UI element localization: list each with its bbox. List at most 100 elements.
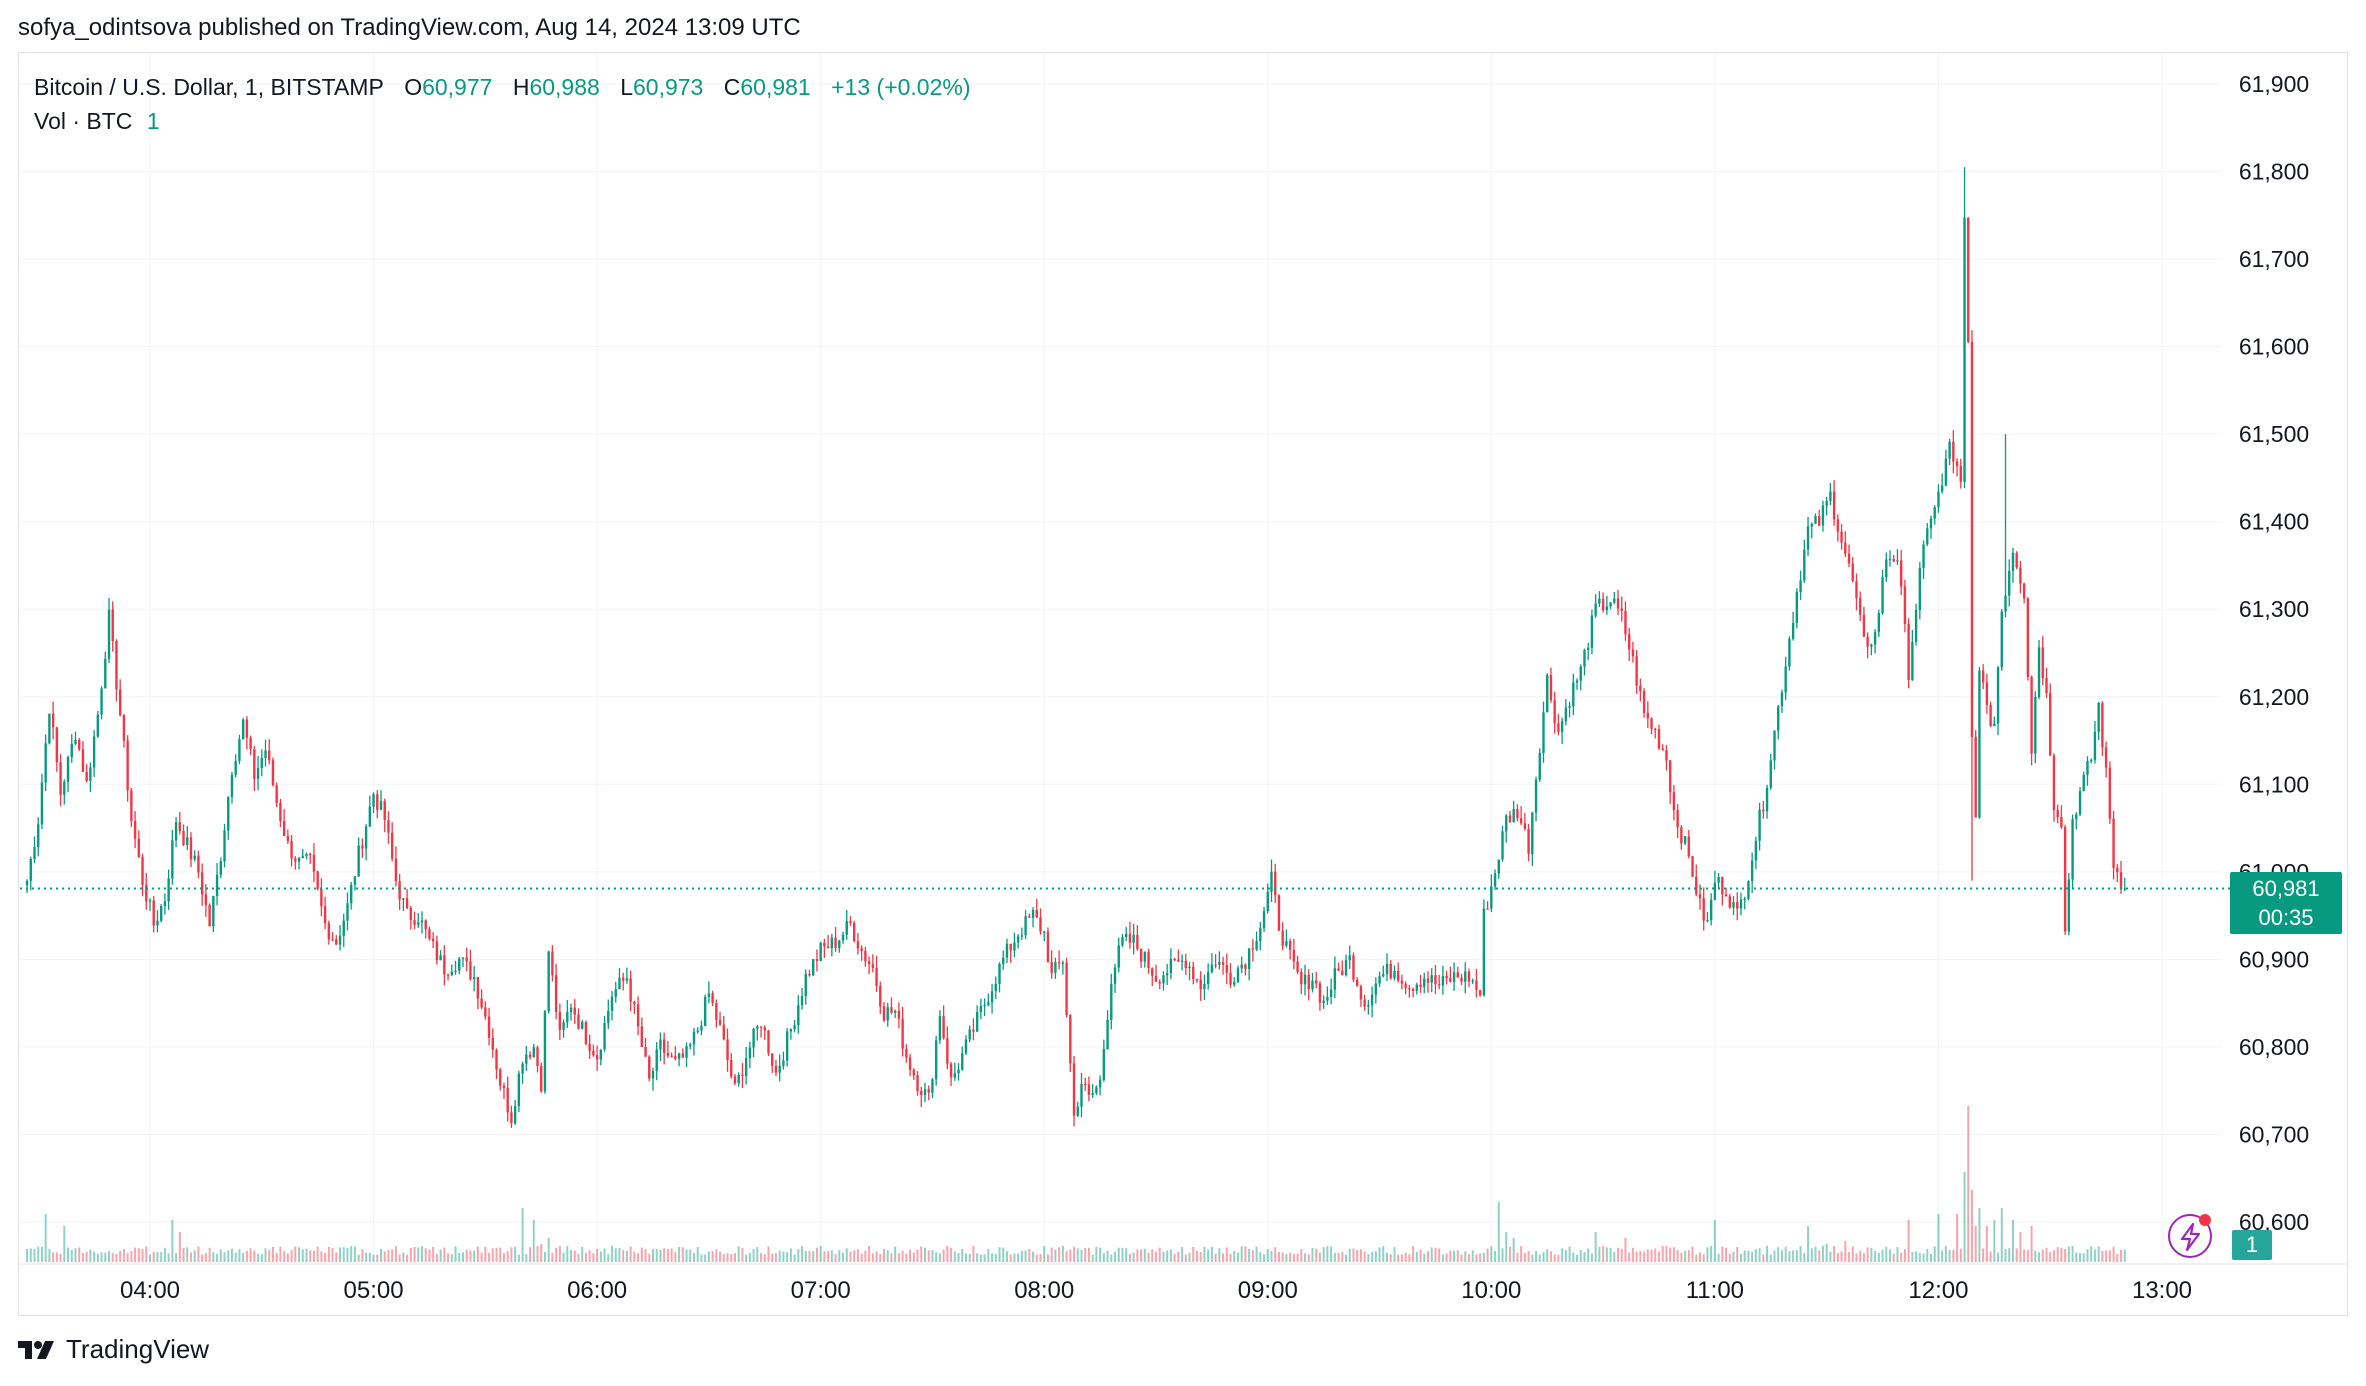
volume-bar xyxy=(521,1208,524,1262)
volume-bar xyxy=(1151,1249,1154,1262)
candle-body xyxy=(118,689,122,716)
volume-bar xyxy=(1210,1246,1213,1262)
candle-body xyxy=(383,801,386,821)
lightning-icon xyxy=(2180,1222,2201,1252)
legend-symbol[interactable]: Bitcoin / U.S. Dollar, 1, BITSTAMP xyxy=(34,74,384,100)
volume-bar xyxy=(1635,1251,1638,1262)
candle-body xyxy=(2101,702,2104,748)
candle-body xyxy=(1881,577,1884,614)
volume-bar xyxy=(2056,1247,2059,1262)
volume-bar xyxy=(998,1247,1001,1262)
candle-body xyxy=(823,942,826,947)
volume-bar xyxy=(532,1220,535,1262)
candle-body xyxy=(350,884,353,904)
volume-bar xyxy=(1475,1254,1478,1262)
volume-bar xyxy=(909,1249,912,1262)
candle-body xyxy=(469,961,472,980)
volume-bar xyxy=(916,1249,919,1262)
volume-bar xyxy=(793,1254,796,1262)
candle-body xyxy=(1765,787,1769,812)
price-axis[interactable]: 61,900 61,800 61,700 61,600 61,500 61,400 61,3… xyxy=(2239,71,2309,1235)
volume-bar xyxy=(1650,1249,1653,1262)
x-tick-label: 06:00 xyxy=(567,1277,627,1304)
volume-bar xyxy=(555,1247,558,1262)
volume-bar xyxy=(1870,1247,1873,1262)
candle-body xyxy=(1218,962,1221,965)
volume-bar xyxy=(1926,1249,1929,1262)
candle-body xyxy=(1024,916,1027,936)
candle-body xyxy=(834,937,837,949)
legend-volume-label[interactable]: Vol · BTC xyxy=(34,108,133,134)
candle-body xyxy=(767,1030,770,1054)
volume-bar xyxy=(1777,1247,1780,1262)
candle-body xyxy=(1836,519,1840,532)
volume-bar xyxy=(566,1246,569,1262)
candle-body xyxy=(1907,623,1910,681)
candle-body xyxy=(532,1047,535,1058)
volume-bar xyxy=(417,1247,420,1262)
candle-body xyxy=(785,1031,789,1061)
candle-body xyxy=(1505,815,1508,832)
candle-body xyxy=(1307,974,1310,990)
volume-bar xyxy=(1590,1253,1593,1262)
volume-bar xyxy=(1263,1254,1266,1262)
candle-body xyxy=(204,894,208,905)
volume-bar xyxy=(1214,1253,1217,1262)
volume-bar xyxy=(1132,1252,1135,1262)
candle-body xyxy=(1691,856,1694,877)
volume-bar xyxy=(1277,1251,1280,1262)
candle-body xyxy=(1743,898,1746,901)
candle-body xyxy=(1199,979,1202,990)
volume-bar xyxy=(197,1246,200,1262)
legend-volume-value: 1 xyxy=(146,108,160,134)
candle-body xyxy=(1214,964,1217,966)
volume-bar xyxy=(1523,1252,1526,1262)
volume-bar xyxy=(1985,1226,1988,1262)
volume-bar xyxy=(1691,1246,1694,1262)
volume-bar xyxy=(1434,1247,1437,1262)
volume-bar xyxy=(1717,1253,1720,1262)
time-axis[interactable]: 04:00 05:00 06:00 07:00 08:00 09:00 10:00 11:00… xyxy=(18,1263,2348,1304)
candle-body xyxy=(1799,580,1802,592)
candle-body xyxy=(193,855,196,860)
volume-bar xyxy=(1512,1238,1515,1262)
volume-bar xyxy=(2108,1250,2111,1262)
candle-body xyxy=(797,1005,800,1026)
candle-body xyxy=(1356,979,1359,987)
candle-body xyxy=(525,1054,528,1064)
volume-bar xyxy=(801,1246,804,1262)
chart-frame[interactable] xyxy=(18,52,2348,1316)
volume-bar xyxy=(1322,1247,1325,1262)
candle-body xyxy=(763,1027,766,1031)
volume-bar xyxy=(968,1253,971,1262)
volume-bar xyxy=(70,1249,73,1262)
volume-bar xyxy=(558,1246,561,1262)
candle-body xyxy=(137,838,141,857)
candle-body xyxy=(1247,948,1251,969)
candle-body xyxy=(323,906,327,924)
candle-body xyxy=(115,641,118,690)
candle-body xyxy=(1411,988,1415,991)
candle-body xyxy=(1981,670,1985,683)
candle-body xyxy=(1251,948,1255,950)
volume-bar xyxy=(160,1252,163,1262)
candle-body xyxy=(1065,962,1068,1016)
volume-bar xyxy=(510,1247,513,1262)
candle-body xyxy=(1139,948,1143,962)
volume-bars xyxy=(26,1106,2126,1262)
candle-body xyxy=(439,955,442,961)
y-tick-label: 60,900 xyxy=(2239,946,2309,972)
candle-body xyxy=(1627,634,1631,650)
candle-body xyxy=(1292,949,1296,962)
footer-brand[interactable]: TradingView xyxy=(18,1334,209,1365)
candle-body xyxy=(640,1026,644,1047)
volume-bar xyxy=(387,1249,390,1262)
candle-body xyxy=(1896,560,1899,562)
volume-bar xyxy=(335,1252,338,1262)
volume-bar xyxy=(648,1253,651,1262)
volume-bar xyxy=(1631,1247,1634,1262)
candle-body xyxy=(897,1010,901,1019)
volume-bar xyxy=(1713,1220,1716,1262)
candle-body xyxy=(1657,729,1661,749)
